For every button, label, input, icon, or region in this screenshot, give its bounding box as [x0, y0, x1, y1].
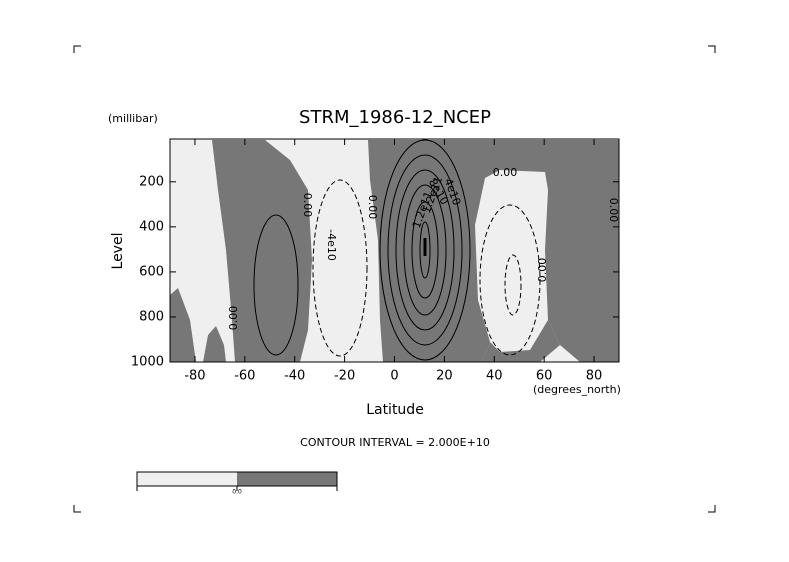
colorbar-label: 0.0 — [232, 489, 242, 496]
colorbar-negative — [137, 472, 237, 486]
x-tick-label: -20 — [334, 369, 355, 384]
y-unit: (millibar) — [108, 112, 158, 125]
y-tick-label: 1000 — [131, 355, 164, 370]
x-unit: (degrees_north) — [533, 383, 621, 396]
contour-label: 0.00 — [301, 193, 314, 218]
corner-marks — [73, 45, 716, 513]
positive-regions — [170, 140, 619, 362]
y-tick-label: 600 — [139, 264, 164, 279]
y-tick-label: 400 — [139, 219, 164, 234]
positive-region — [170, 288, 196, 362]
x-tick-label: 80 — [586, 369, 603, 384]
contour-label: 0.00 — [366, 195, 379, 220]
colorbar-positive — [237, 472, 337, 486]
contour-label: 0.00 — [536, 258, 549, 283]
x-tick-label: -60 — [234, 369, 255, 384]
colorbar: 0.0 — [136, 471, 338, 496]
y-axis-label: Level — [110, 233, 126, 270]
colorbar-ticks — [136, 486, 338, 491]
positive-region — [368, 140, 560, 362]
positive-region — [545, 140, 619, 362]
y-tick-label: 800 — [139, 309, 164, 324]
contour-label: 0.00 — [493, 166, 518, 179]
x-tick-label: 40 — [486, 369, 503, 384]
contour-labels: 0.00 0.00 0.00 0.00 0.00 0.00 -4e10 4e10… — [227, 166, 620, 330]
x-axis-label: Latitude — [366, 402, 424, 418]
contour-lines — [253, 139, 541, 361]
contour-label: 0.00 — [607, 198, 620, 223]
contour-label: -4e10 — [325, 229, 338, 261]
x-tick-label: 0 — [390, 369, 398, 384]
positive-region — [212, 140, 312, 362]
contour-label: 0.00 — [227, 306, 240, 331]
contour-interval: CONTOUR INTERVAL = 2.000E+10 — [300, 436, 490, 449]
x-tick-label: 60 — [536, 369, 553, 384]
y-tick-label: 200 — [139, 174, 164, 189]
plot-area — [169, 138, 620, 363]
positive-region — [482, 320, 560, 362]
chart-title: STRM_1986-12_NCEP — [299, 107, 491, 128]
x-tick-label: -40 — [284, 369, 305, 384]
x-tick-label: 20 — [436, 369, 453, 384]
positive-region — [203, 326, 226, 362]
x-tick-label: -80 — [184, 369, 205, 384]
